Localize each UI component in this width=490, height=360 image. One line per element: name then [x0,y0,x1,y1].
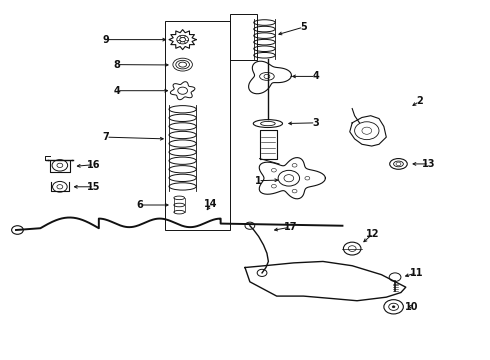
Bar [165,21,230,230]
Text: 11: 11 [410,268,423,278]
Text: 12: 12 [367,229,380,239]
Text: 4: 4 [312,71,319,81]
Text: 2: 2 [416,96,423,107]
Text: 8: 8 [113,60,121,69]
Text: 10: 10 [405,302,419,312]
Text: 14: 14 [204,199,218,209]
Text: 3: 3 [312,118,319,128]
Circle shape [392,306,395,308]
Text: 5: 5 [300,22,307,32]
Text: 15: 15 [87,182,101,192]
Text: 4: 4 [114,86,120,96]
Text: 13: 13 [422,159,436,169]
Text: 9: 9 [103,35,110,45]
Text: 7: 7 [103,132,110,142]
Bar [230,14,257,60]
Text: 17: 17 [284,222,297,232]
Text: 1: 1 [255,176,262,186]
Text: 16: 16 [87,159,101,170]
Text: 6: 6 [137,200,144,210]
